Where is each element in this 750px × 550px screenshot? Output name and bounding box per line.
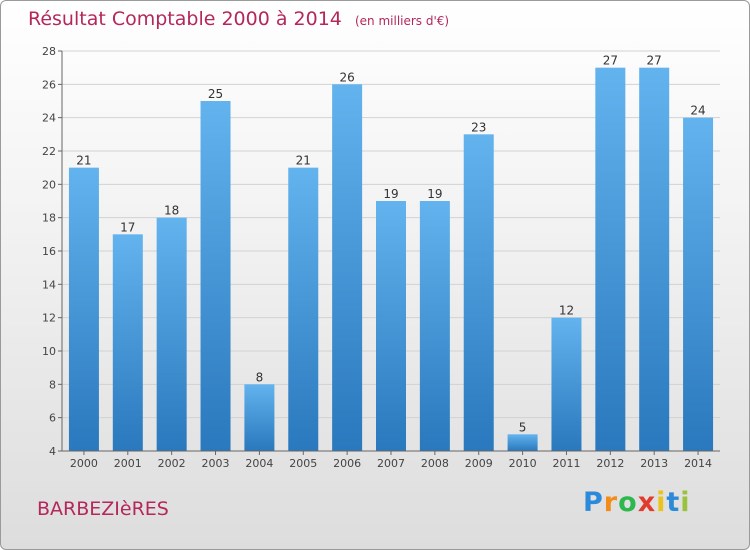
chart-title: Résultat Comptable 2000 à 2014 (en milli…	[28, 8, 449, 30]
y-tick-label: 4	[49, 445, 56, 458]
bar-value-label: 17	[120, 220, 135, 234]
y-tick-label: 12	[42, 312, 56, 325]
bar-value-label: 27	[603, 54, 618, 68]
x-tick-label: 2009	[465, 457, 493, 470]
bar-value-label: 21	[296, 154, 311, 168]
bar-2014[interactable]	[683, 117, 714, 452]
bar-2008[interactable]	[419, 201, 450, 451]
y-tick-label: 26	[42, 78, 56, 91]
y-tick-label: 8	[49, 378, 56, 391]
x-tick-label: 2012	[596, 457, 624, 470]
title-unit: (en milliers d'€)	[354, 14, 450, 28]
bar-value-label: 5	[519, 420, 527, 434]
bar-value-label: 25	[208, 87, 223, 101]
y-tick-label: 24	[42, 112, 56, 125]
bar-2011[interactable]	[551, 317, 582, 451]
x-tick-label: 2010	[509, 457, 537, 470]
y-tick-label: 18	[42, 212, 56, 225]
logo-letter: o	[618, 487, 638, 518]
x-tick-label: 2001	[114, 457, 142, 470]
bar-2006[interactable]	[332, 84, 363, 451]
logo-letter: r	[603, 487, 619, 518]
bar-value-label: 26	[339, 70, 354, 84]
logo-letter: t	[666, 487, 681, 518]
logo-letter: i	[680, 487, 691, 518]
axes: 4 6 8 10 12 14 16 18 20 22 24 26 28 2000 2001 2002 2003 2…	[42, 45, 720, 470]
x-tick-label: 2014	[684, 457, 712, 470]
bar-value-label: 23	[471, 120, 486, 134]
bar-2001[interactable]	[112, 234, 143, 451]
bar-2004[interactable]	[244, 384, 275, 451]
bar-2002[interactable]	[156, 217, 187, 451]
bar-2009[interactable]	[463, 134, 494, 452]
title-text: Résultat Comptable 2000 à 2014	[28, 8, 342, 30]
bar-value-label: 12	[559, 304, 574, 318]
bar-2012[interactable]	[595, 67, 626, 452]
bar-2000[interactable]	[68, 167, 99, 451]
y-tick-label: 14	[42, 278, 56, 291]
x-tick-label: 2007	[377, 457, 405, 470]
bar-value-label: 27	[647, 54, 662, 68]
commune-name: BARBEZIèRES	[37, 498, 169, 520]
bar-value-label: 19	[383, 187, 398, 201]
y-tick-label: 20	[42, 178, 56, 191]
x-tick-label: 2006	[333, 457, 361, 470]
x-tick-label: 2003	[202, 457, 230, 470]
logo-letter: x	[637, 487, 657, 518]
bars: 21 17 18 25 8 21 26 19 19 23 5 12 27 27 24	[68, 54, 714, 452]
bar-value-label: 24	[690, 104, 705, 118]
bar-2010[interactable]	[507, 434, 538, 451]
bar-value-label: 21	[76, 154, 91, 168]
x-tick-label: 2008	[421, 457, 449, 470]
x-tick-label: 2011	[552, 457, 580, 470]
y-tick-label: 22	[42, 145, 56, 158]
logo-letter: i	[656, 487, 667, 518]
proxiti-logo[interactable]: Proxiti	[583, 487, 691, 518]
bar-value-label: 19	[427, 187, 442, 201]
x-tick-label: 2004	[245, 457, 273, 470]
bar-2003[interactable]	[200, 101, 231, 451]
x-tick-label: 2000	[70, 457, 98, 470]
x-tick-label: 2005	[289, 457, 317, 470]
x-tick-label: 2013	[640, 457, 668, 470]
x-tick-label: 2002	[158, 457, 186, 470]
bar-value-label: 8	[256, 370, 264, 384]
bar-2007[interactable]	[376, 201, 406, 451]
bar-2013[interactable]	[639, 67, 670, 452]
bar-2005[interactable]	[288, 167, 319, 451]
y-tick-label: 16	[42, 245, 56, 258]
logo-letter: P	[583, 487, 604, 518]
bar-value-label: 18	[164, 204, 179, 218]
y-tick-label: 10	[42, 345, 56, 358]
y-tick-label: 6	[49, 412, 56, 425]
y-tick-label: 28	[42, 45, 56, 58]
